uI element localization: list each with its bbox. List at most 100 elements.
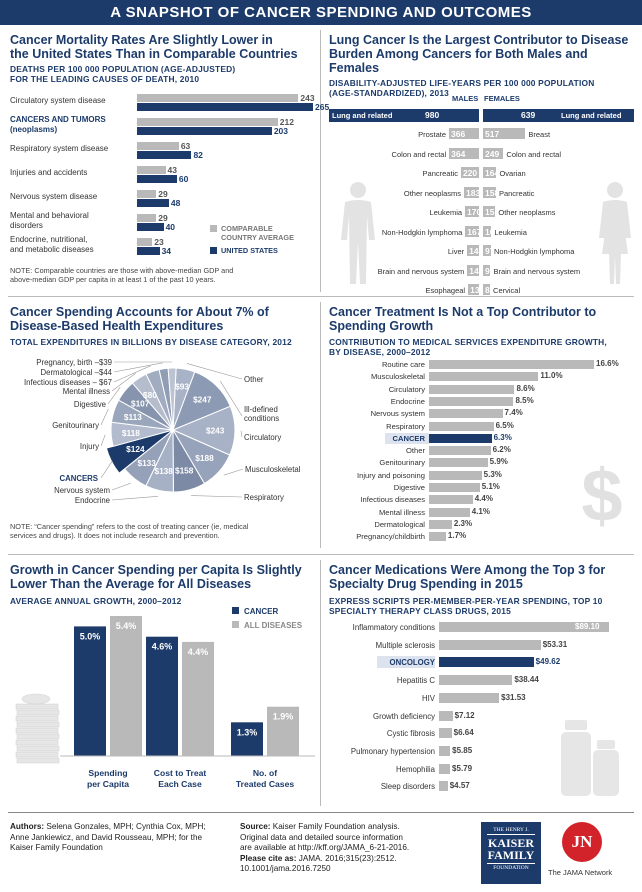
bar: [439, 763, 451, 774]
bar: [439, 710, 453, 721]
data-label: 8.5%: [515, 395, 534, 405]
slice-category-label: Respiratory: [244, 493, 284, 502]
bar: [137, 166, 166, 174]
category-label: Infectious diseases: [360, 495, 425, 505]
panel-annual-growth: Growth in Cancer Spending per Capita Is …: [10, 563, 315, 606]
bar: [460, 167, 479, 178]
panel-subtitle: TOTAL EXPENDITURES IN BILLIONS BY DISEAS…: [10, 337, 292, 347]
divider: [320, 302, 321, 548]
bar: [429, 384, 515, 394]
data-label: 97: [485, 246, 495, 256]
money-stack-icon: [15, 693, 60, 764]
data-label: 43: [167, 165, 178, 175]
slice-value-label: $113: [124, 412, 142, 422]
pill-bottles-icon: [561, 720, 619, 796]
leader-line: [111, 372, 136, 392]
slice-category-label: Genitourinary: [52, 421, 99, 430]
data-label: $38.44: [514, 675, 539, 685]
bar: [448, 128, 479, 139]
slice-category-label: Injury: [80, 442, 99, 451]
panel-subtitle: BY DISEASE, 2000–2012: [329, 347, 431, 357]
mortality-chart: Circulatory system disease 243 265 CANCERS …: [10, 90, 329, 265]
note-text: NOTE: “Cancer spending” refers to the co…: [10, 522, 249, 531]
data-label: 91: [485, 265, 495, 276]
category-label: Other: [406, 446, 425, 456]
data-label: 980: [425, 110, 440, 120]
panel-expenditures: Cancer Spending Accounts for About 7% of…: [10, 305, 315, 347]
cite-text: JAMA. 2016;315(23):2512.: [296, 853, 397, 863]
category-label: Sleep disorders: [380, 782, 435, 792]
data-label: $49.62: [535, 657, 561, 667]
data-label: 23: [154, 237, 164, 247]
category-label: Endocrine: [390, 396, 425, 406]
data-label: 8.6%: [516, 383, 535, 393]
category-label: Hemophilia: [395, 764, 435, 774]
bar: [137, 151, 192, 159]
source-link[interactable]: are available at http://kff.org/JAMA_6-2…: [240, 843, 410, 852]
data-label: 167: [467, 226, 482, 237]
data-label: 29: [158, 189, 168, 199]
category-label: per Capita: [87, 779, 129, 789]
bar: [449, 147, 479, 159]
note-text: NOTE: Comparable countries are those wit…: [10, 266, 234, 275]
data-label: 1.9%: [273, 712, 294, 722]
data-label: 164: [485, 168, 500, 178]
category-label: Circulatory system disease: [10, 96, 106, 105]
female-silhouette-icon: [599, 182, 631, 284]
data-label: 102: [485, 226, 500, 237]
bar: [429, 421, 494, 431]
category-label: and metabolic diseases: [10, 245, 94, 254]
bar: [429, 446, 491, 456]
data-label: 5.0%: [80, 631, 101, 641]
slice-category-label: Pregnancy, birth –$39: [36, 358, 112, 367]
category-label: Mental illness: [378, 507, 425, 517]
data-label: 5.9%: [489, 457, 508, 467]
bar: [137, 142, 179, 150]
cite-text: 10.1001/jama.2016.7250: [240, 864, 331, 873]
data-label: 1.3%: [237, 727, 258, 737]
bar: [483, 128, 526, 139]
slice-value-label: $133: [137, 458, 156, 468]
panel-title: Growth in Cancer Spending per Capita Is …: [10, 563, 302, 577]
data-label: 203: [273, 126, 288, 136]
category-label: CANCER: [392, 433, 426, 443]
category-label: Pancreatic: [422, 169, 458, 178]
category-label: Mental and behavioral: [10, 211, 89, 220]
data-label: 4.6%: [152, 642, 173, 652]
category-label: disorders: [10, 221, 43, 230]
data-label: 4.4%: [474, 494, 493, 504]
slice-value-label: $243: [206, 426, 225, 436]
category-label: Non-Hodgkin lymphoma: [493, 247, 575, 256]
bar: [137, 223, 164, 231]
growth-contribution-chart: Routine care 16.6% Musculoskeletal 11.0% Cir…: [329, 359, 634, 546]
bar: [439, 675, 513, 686]
data-label: 145: [469, 246, 484, 256]
bar: [429, 409, 503, 419]
bar: [467, 264, 479, 276]
bar: [110, 616, 142, 756]
data-label: 7.4%: [504, 408, 523, 418]
panel-subtitle: CONTRIBUTION TO MEDICAL SERVICES EXPENDI…: [329, 337, 607, 347]
leader-line: [111, 496, 159, 501]
data-label: 34: [161, 246, 172, 256]
category-label: Pulmonary hypertension: [350, 746, 435, 756]
data-label: 6.3%: [493, 432, 512, 442]
bar: [468, 284, 479, 295]
bar: [137, 103, 313, 111]
category-label: Inflammatory conditions: [352, 623, 435, 632]
bar: [137, 175, 177, 183]
panel-subtitle: (AGE-STANDARDIZED), 2013: [329, 88, 450, 98]
bar: [429, 433, 492, 443]
category-label: Each Case: [158, 779, 202, 789]
category-label: Colon and rectal: [506, 149, 562, 159]
highlight-box: [377, 656, 435, 669]
legend-swatch: [210, 225, 217, 232]
specialty-drug-chart: Inflammatory conditions $89.10 Multiple sc…: [329, 622, 634, 802]
legend-label: ALL DISEASES: [244, 621, 303, 630]
data-label: 4.1%: [471, 506, 490, 516]
slice-value-label: $107: [131, 399, 150, 409]
category-label: HIV: [422, 693, 435, 703]
slice-category-label: Infectious diseases – $67: [24, 378, 112, 387]
data-label: 133: [470, 285, 485, 295]
category-label: Growth deficiency: [373, 711, 435, 721]
